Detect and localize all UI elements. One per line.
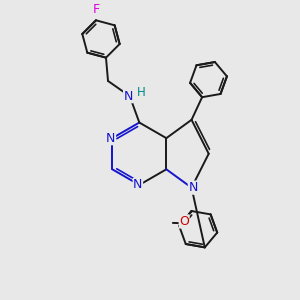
Text: N: N [124,90,133,103]
Text: O: O [179,215,189,228]
Text: N: N [106,132,116,145]
Text: H: H [136,86,146,99]
Text: N: N [188,181,198,194]
Text: N: N [133,178,142,191]
Text: F: F [92,3,100,16]
